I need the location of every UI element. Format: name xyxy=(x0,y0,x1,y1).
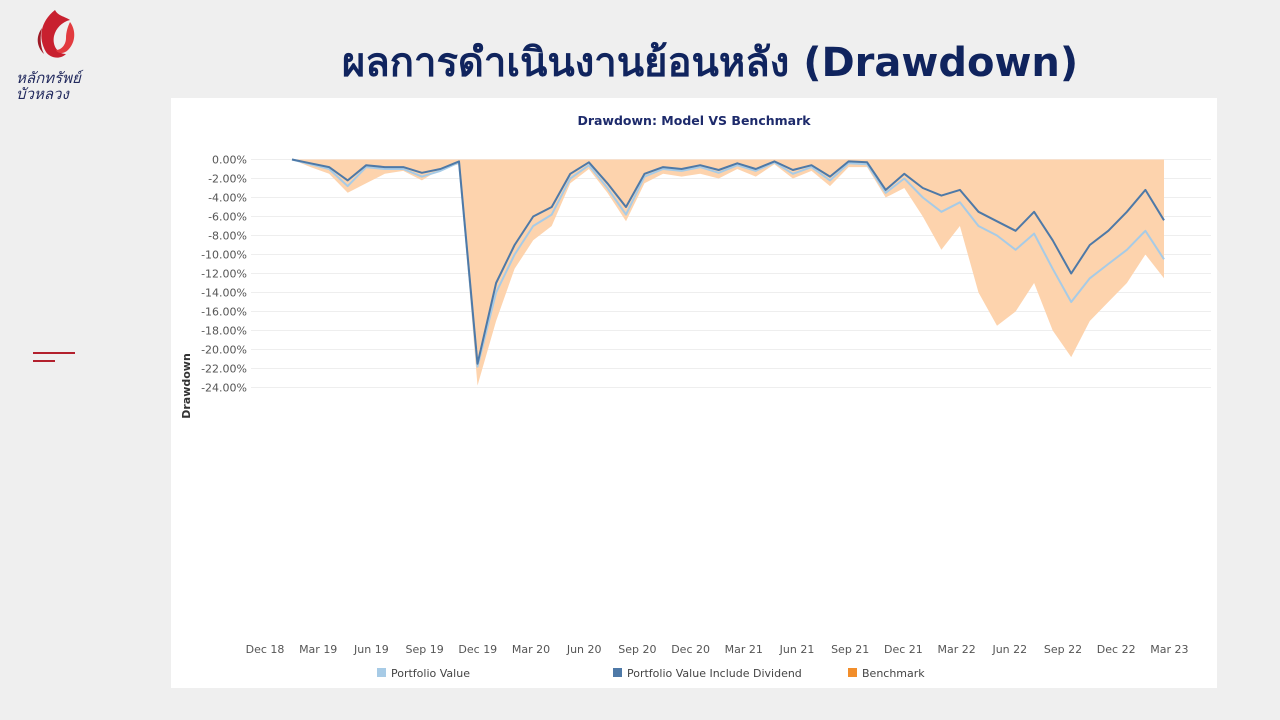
x-tick-label: Dec 20 xyxy=(671,643,710,656)
legend-item-portfolio-value-swatch xyxy=(377,668,386,677)
decorative-lines xyxy=(33,352,75,362)
x-tick-label: Jun 19 xyxy=(353,643,389,656)
legend-item-benchmark: Benchmark xyxy=(862,667,925,680)
series-benchmark-area xyxy=(292,159,1164,386)
page-title: ผลการดำเนินงานย้อนหลัง (Drawdown) xyxy=(341,40,1079,86)
legend: Portfolio Value Portfolio Value Include D… xyxy=(377,667,925,680)
lotus-logo-icon xyxy=(37,10,75,58)
x-tick-label: Sep 20 xyxy=(618,643,656,656)
y-tick-label: -8.00% xyxy=(208,230,247,243)
x-tick-label: Jun 22 xyxy=(991,643,1027,656)
y-axis-ticks: 0.00% -2.00% -4.00% -6.00% -8.00% -10.00% -12.… xyxy=(201,154,247,395)
company-logo: หลักทรัพย์ บัวหลวง xyxy=(10,8,110,103)
y-tick-label: -2.00% xyxy=(208,173,247,186)
x-tick-label: Dec 18 xyxy=(246,643,285,656)
x-tick-label: Sep 19 xyxy=(405,643,443,656)
x-tick-label: Mar 19 xyxy=(299,643,337,656)
plot-area xyxy=(291,158,1165,386)
x-tick-label: Mar 22 xyxy=(937,643,975,656)
x-tick-label: Dec 22 xyxy=(1097,643,1136,656)
y-axis-label: Drawdown xyxy=(180,353,193,419)
x-tick-label: Mar 20 xyxy=(512,643,550,656)
y-tick-label: -18.00% xyxy=(201,325,247,338)
y-tick-label: -10.00% xyxy=(201,249,247,262)
series-portfolio-value-line xyxy=(291,158,1165,368)
drawdown-chart: Drawdown: Model VS Benchmark 0.00% -2.00%… xyxy=(180,113,1211,680)
x-tick-label: Mar 23 xyxy=(1150,643,1188,656)
y-tick-label: -12.00% xyxy=(201,268,247,281)
legend-item-portfolio-dividend-swatch xyxy=(613,668,622,677)
x-tick-label: Mar 21 xyxy=(725,643,763,656)
x-tick-label: Dec 19 xyxy=(458,643,497,656)
x-tick-label: Sep 21 xyxy=(831,643,869,656)
logo-text-line1: หลักทรัพย์ xyxy=(16,69,81,87)
chart-title: Drawdown: Model VS Benchmark xyxy=(577,113,811,128)
y-tick-label: -20.00% xyxy=(201,344,247,357)
logo-text-line2: บัวหลวง xyxy=(16,85,69,103)
y-tick-label: 0.00% xyxy=(212,154,247,167)
y-tick-label: -6.00% xyxy=(208,211,247,224)
legend-item-portfolio-value: Portfolio Value xyxy=(391,667,470,680)
x-tick-label: Jun 20 xyxy=(566,643,602,656)
x-tick-label: Sep 22 xyxy=(1044,643,1082,656)
y-tick-label: -16.00% xyxy=(201,306,247,319)
y-tick-label: -4.00% xyxy=(208,192,247,205)
x-axis-ticks: Dec 18 Mar 19 Jun 19 Sep 19 Dec 19 Mar 20 Jun … xyxy=(246,643,1189,656)
x-tick-label: Jun 21 xyxy=(779,643,815,656)
legend-item-benchmark-swatch xyxy=(848,668,857,677)
legend-item-portfolio-dividend: Portfolio Value Include Dividend xyxy=(627,667,802,680)
chart-panel: Drawdown: Model VS Benchmark 0.00% -2.00%… xyxy=(171,98,1217,688)
y-tick-label: -24.00% xyxy=(201,382,247,395)
y-tick-label: -14.00% xyxy=(201,287,247,300)
y-tick-label: -22.00% xyxy=(201,363,247,376)
x-tick-label: Dec 21 xyxy=(884,643,923,656)
series-portfolio-dividend-line xyxy=(291,158,1165,365)
